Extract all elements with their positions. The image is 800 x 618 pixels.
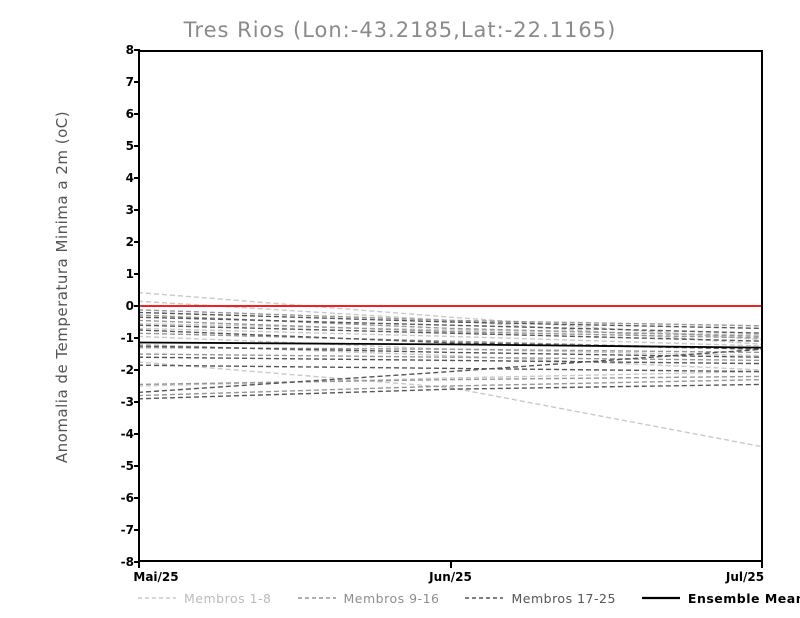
plot-area (138, 50, 763, 562)
member-line (138, 356, 763, 365)
x-tick-label: Jul/25 (725, 570, 765, 584)
page-title: Tres Rios (Lon:-43.2185,Lat:-22.1165) (183, 18, 617, 42)
legend-item[interactable]: Membros 1-8 (138, 591, 272, 606)
y-tick-mark (134, 497, 140, 499)
member-line (138, 348, 763, 394)
y-tick-mark (134, 561, 140, 563)
legend-item[interactable]: Membros 9-16 (297, 590, 440, 606)
y-tick-label: 7 (125, 75, 134, 89)
ensemble-mean-line (138, 341, 763, 349)
member-line (138, 346, 763, 354)
y-tick-mark (134, 49, 140, 51)
series-lines (138, 291, 763, 448)
member-line (138, 345, 763, 358)
member-line (138, 309, 763, 327)
member-line (138, 327, 763, 347)
dashed-line-icon (297, 592, 336, 604)
member-line (138, 361, 763, 448)
y-tick-label: -8 (120, 555, 134, 569)
member-line (138, 291, 763, 341)
member-line (138, 300, 763, 346)
y-tick-label: 5 (125, 139, 134, 153)
legend-item[interactable]: Membros 17-25 (465, 591, 615, 606)
x-tick-mark (138, 562, 140, 568)
y-tick-mark (134, 465, 140, 467)
legend-item[interactable]: Ensemble Mean (641, 590, 800, 606)
member-line (138, 311, 763, 330)
x-tick-mark (761, 562, 763, 568)
y-tick-label: -2 (120, 363, 134, 377)
y-tick-mark (134, 305, 140, 307)
y-tick-label: -1 (120, 331, 134, 345)
y-tick-mark (134, 369, 140, 371)
member-line (138, 324, 763, 342)
member-line (138, 316, 763, 334)
legend-label: Membros 9-16 (343, 590, 440, 606)
y-tick-label: 3 (125, 203, 134, 217)
y-tick-label: 2 (125, 235, 134, 249)
y-tick-label: -6 (120, 491, 134, 505)
y-tick-label: 6 (125, 107, 134, 121)
y-tick-mark (134, 177, 140, 179)
solid-line-icon (641, 592, 680, 604)
x-tick-label: Jun/25 (429, 570, 472, 584)
y-tick-mark (134, 401, 140, 403)
y-axis-label: Anomalia de Temperatura Minima a 2m (oC) (53, 110, 71, 464)
member-line (138, 353, 763, 362)
y-tick-label: -5 (120, 459, 134, 473)
y-tick-mark (134, 145, 140, 147)
member-line (138, 375, 763, 386)
y-tick-label: 8 (125, 43, 134, 57)
member-line (138, 378, 763, 397)
y-tick-label: 4 (125, 171, 134, 185)
y-tick-mark (134, 273, 140, 275)
x-axis-ticks: Mai/25 Jun/25 Jul/25 (133, 562, 765, 586)
legend-label: Membros 17-25 (511, 590, 616, 606)
y-tick-label: 0 (125, 299, 134, 313)
dashed-line-icon (465, 592, 504, 604)
y-tick-mark (134, 81, 140, 83)
y-tick-mark (134, 337, 140, 339)
x-tick-label: Mai/25 (133, 570, 179, 584)
y-axis-ticks: 8 7 6 5 4 3 2 1 0 -1 -2 -3 -4 -5 -6 -7 -8 (108, 43, 140, 569)
member-line (138, 383, 763, 400)
legend-label: Ensemble Mean (687, 590, 800, 606)
chart-legend: Membros 1-8 Membros 9-16 Membros 17-25 Ense… (138, 586, 800, 610)
y-tick-mark (134, 529, 140, 531)
member-line (138, 370, 763, 387)
x-tick-mark (449, 562, 452, 568)
y-tick-mark (134, 433, 140, 435)
y-tick-label: -3 (120, 395, 134, 409)
y-tick-label: 1 (125, 267, 134, 281)
y-tick-mark (134, 241, 140, 243)
y-tick-mark (134, 209, 140, 211)
y-tick-mark (134, 113, 140, 115)
member-line (138, 364, 763, 373)
y-tick-label: -7 (120, 523, 134, 537)
legend-label: Membros 1-8 (184, 590, 272, 606)
y-tick-label: -4 (120, 427, 134, 441)
dashed-line-icon (138, 592, 176, 604)
member-line (138, 319, 763, 339)
